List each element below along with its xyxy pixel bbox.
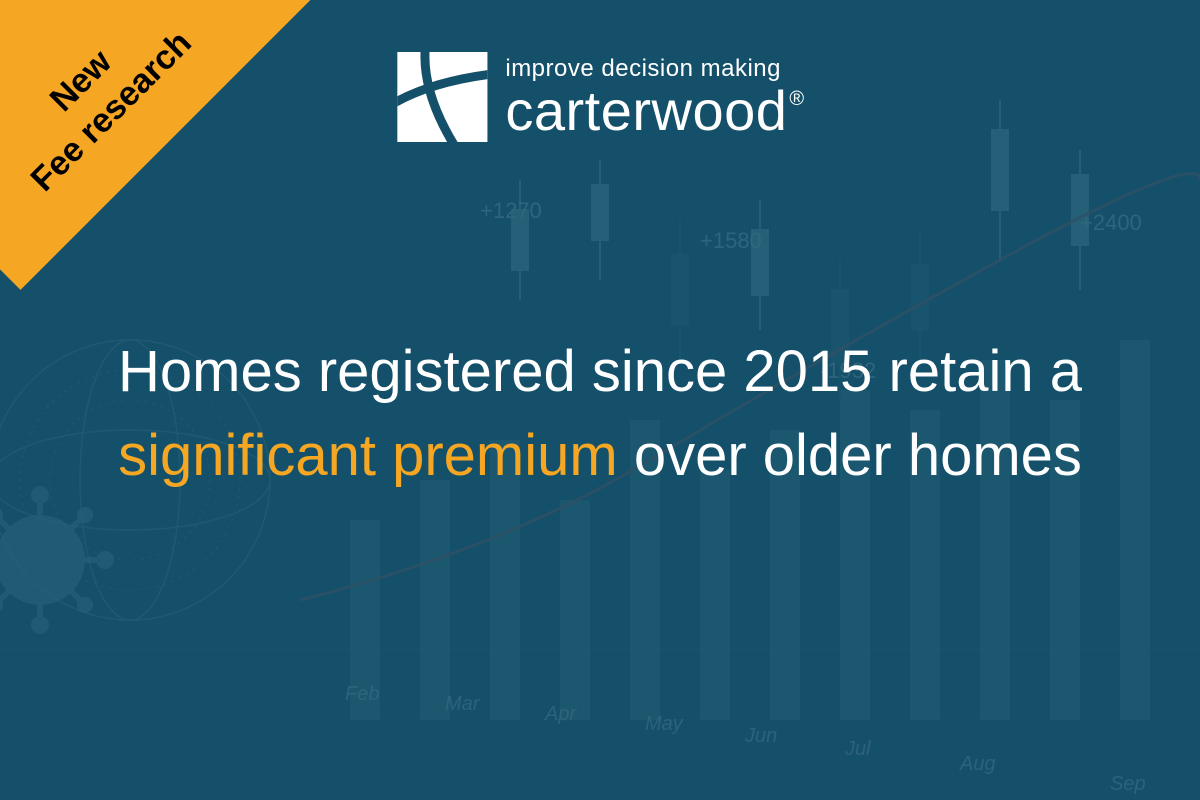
- bg-chart-label: +1270: [480, 198, 542, 223]
- bg-chart-month: Jun: [744, 725, 777, 747]
- bg-chart-month: May: [645, 713, 684, 735]
- headline-segment: over older homes: [618, 423, 1082, 488]
- logo-mark-icon: [397, 52, 487, 142]
- ribbon-line2: Fee research: [22, 22, 200, 200]
- corner-ribbon: New Fee research: [0, 0, 340, 340]
- headline: Homes registered since 2015 retain a sig…: [80, 330, 1120, 498]
- ribbon-fill: [0, 0, 340, 290]
- logo-brand: carterwood®: [505, 83, 802, 139]
- bg-chart-label: +2400: [1080, 210, 1142, 235]
- bg-chart-month: Jul: [844, 738, 871, 760]
- registered-mark: ®: [789, 88, 804, 110]
- headline-segment: Homes registered since 2015 retain a: [118, 339, 1082, 404]
- logo-block: improve decision making carterwood®: [397, 52, 802, 142]
- headline-accent: significant premium: [118, 423, 618, 488]
- bg-chart-month: Apr: [544, 703, 577, 725]
- bg-chart-month: Feb: [345, 683, 379, 705]
- bg-chart-month: Mar: [445, 693, 481, 715]
- logo-brand-text: carterwood: [505, 79, 787, 142]
- bg-chart-month: Aug: [959, 753, 996, 775]
- bg-chart-label: +1580: [700, 228, 762, 253]
- ribbon-line1: New: [0, 0, 170, 170]
- bg-chart-month: Sep: [1110, 773, 1146, 795]
